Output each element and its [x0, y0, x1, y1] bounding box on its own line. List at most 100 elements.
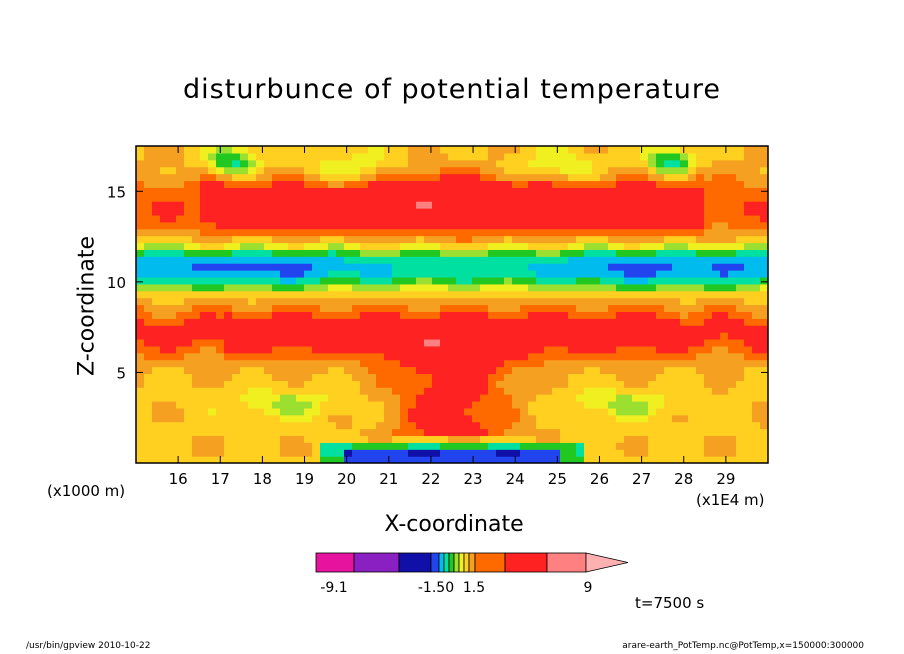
heatmap-cell — [296, 456, 305, 463]
heatmap-cell — [456, 407, 465, 416]
heatmap-cell — [640, 345, 649, 354]
heatmap-cell — [240, 435, 249, 443]
heatmap-cell — [384, 366, 393, 375]
heatmap-cell — [704, 242, 713, 250]
heatmap-cell — [432, 387, 441, 395]
heatmap-cell — [472, 249, 481, 257]
heatmap-cell — [136, 159, 145, 168]
heatmap-cell — [176, 283, 185, 292]
heatmap-cell — [744, 228, 753, 237]
heatmap-cell — [456, 263, 465, 271]
heatmap-cell — [376, 235, 385, 244]
heatmap-cell — [208, 359, 217, 368]
heatmap-cell — [704, 201, 713, 209]
heatmap-cell — [240, 345, 249, 354]
heatmap-cell — [608, 201, 617, 209]
heatmap-cell — [432, 235, 441, 244]
heatmap-cell — [584, 173, 593, 182]
heatmap-cell — [296, 428, 305, 437]
heatmap-cell — [736, 242, 745, 250]
heatmap-cell — [520, 194, 529, 202]
heatmap-cell — [664, 166, 673, 175]
heatmap-cell — [176, 449, 185, 457]
heatmap-cell — [480, 256, 489, 264]
heatmap-cell — [312, 435, 321, 443]
heatmap-cell — [584, 256, 593, 264]
heatmap-cell — [160, 449, 169, 457]
heatmap-cell — [368, 435, 377, 443]
heatmap-cell — [680, 221, 689, 230]
heatmap-cell — [288, 194, 297, 202]
heatmap-cell — [352, 304, 361, 312]
heatmap-cell — [224, 228, 233, 237]
heatmap-cell — [584, 159, 593, 168]
heatmap-cell — [664, 276, 673, 285]
heatmap-cell — [360, 166, 369, 175]
heatmap-cell — [720, 414, 729, 423]
heatmap-cell — [440, 318, 449, 326]
heatmap-cell — [280, 338, 289, 347]
heatmap-cell — [248, 146, 257, 154]
heatmap-cell — [352, 256, 361, 264]
heatmap-cell — [272, 400, 281, 409]
heatmap-cell — [632, 304, 641, 312]
heatmap-cell — [752, 221, 761, 230]
heatmap-cell — [336, 249, 345, 257]
heatmap-cell — [616, 428, 625, 437]
heatmap-cell — [520, 435, 529, 443]
heatmap-cell — [176, 194, 185, 202]
heatmap-cell — [672, 263, 681, 271]
heatmap-cell — [536, 428, 545, 437]
heatmap-cell — [280, 214, 289, 223]
heatmap-cell — [504, 380, 513, 388]
heatmap-cell — [344, 435, 353, 443]
heatmap-cell — [216, 373, 225, 381]
heatmap-cell — [456, 159, 465, 168]
heatmap-cell — [600, 152, 609, 161]
heatmap-cell — [760, 338, 768, 347]
heatmap-cell — [576, 249, 585, 257]
heatmap-cell — [328, 442, 337, 450]
heatmap-cell — [632, 263, 641, 271]
heatmap-cell — [384, 359, 393, 368]
heatmap-cell — [464, 400, 473, 409]
heatmap-cell — [304, 366, 313, 375]
heatmap-cell — [752, 276, 761, 285]
heatmap-cell — [488, 318, 497, 326]
heatmap-cell — [304, 387, 313, 395]
heatmap-cell — [760, 387, 768, 395]
heatmap-cell — [384, 201, 393, 209]
heatmap-cell — [360, 414, 369, 423]
heatmap-cell — [760, 297, 768, 306]
heatmap-cell — [392, 318, 401, 326]
heatmap-cell — [544, 263, 553, 271]
heatmap-cell — [312, 442, 321, 450]
heatmap-cell — [648, 318, 657, 326]
heatmap-cell — [744, 325, 753, 333]
heatmap-cell — [472, 263, 481, 271]
heatmap-cell — [600, 242, 609, 250]
heatmap-cell — [480, 380, 489, 388]
heatmap-cell — [584, 221, 593, 230]
heatmap-cell — [280, 159, 289, 168]
heatmap-cell — [304, 428, 313, 437]
heatmap-cell — [344, 180, 353, 188]
heatmap-cell — [432, 442, 441, 450]
heatmap-cell — [240, 283, 249, 292]
heatmap-cell — [464, 208, 473, 216]
heatmap-cell — [160, 201, 169, 209]
heatmap-cell — [216, 380, 225, 388]
heatmap-cell — [312, 290, 321, 299]
heatmap-cell — [256, 201, 265, 209]
heatmap-cell — [664, 187, 673, 195]
heatmap-cell — [744, 242, 753, 250]
heatmap-cell — [656, 359, 665, 368]
heatmap-cell — [352, 345, 361, 354]
heatmap-cell — [608, 380, 617, 388]
heatmap-cell — [384, 373, 393, 381]
heatmap-cell — [496, 194, 505, 202]
heatmap-cell — [664, 394, 673, 402]
heatmap-cell — [456, 345, 465, 354]
heatmap-cell — [256, 394, 265, 402]
